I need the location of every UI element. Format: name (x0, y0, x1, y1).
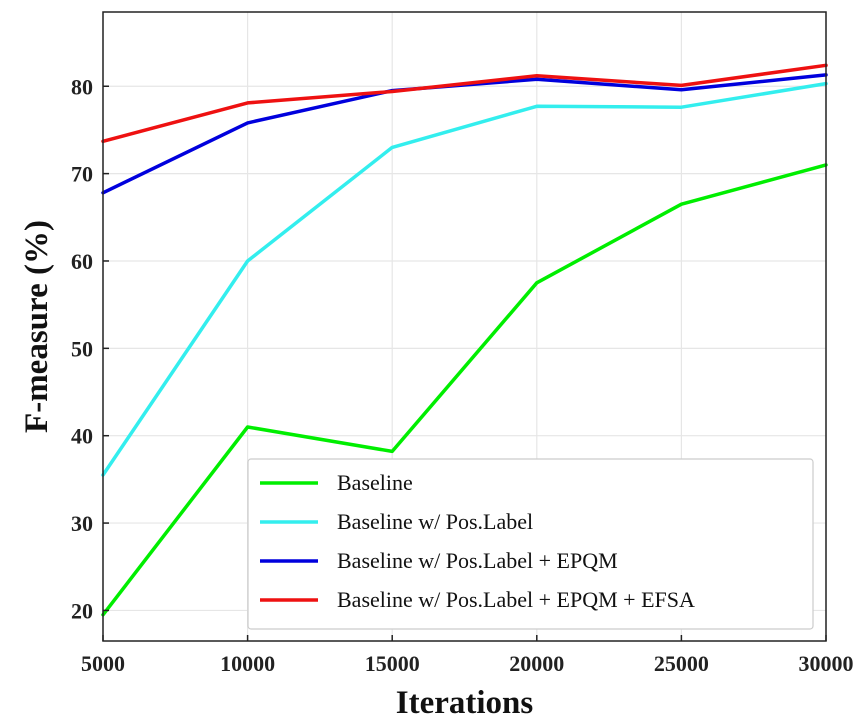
legend-label: Baseline w/ Pos.Label + EPQM + EFSA (337, 587, 695, 612)
y-tick-label: 40 (71, 424, 93, 449)
series-line-baseline-w-pos-label (101, 81, 828, 477)
legend-label: Baseline (337, 470, 413, 495)
legend: Baseline Baseline w/ Pos.Label Baseline w/… (247, 458, 814, 630)
x-tick-label: 30000 (799, 651, 854, 676)
x-tick-label: 10000 (220, 651, 275, 676)
y-tick-label: 60 (71, 249, 93, 274)
y-tick-label: 50 (71, 336, 93, 361)
x-tick-label: 25000 (654, 651, 709, 676)
legend-box (247, 458, 814, 630)
axis-ticks: 5000 10000 15000 20000 25000 30000 20 30 40 50 60 7… (71, 74, 854, 676)
series-line-baseline-w-pos-label-epqm-efsa (101, 63, 828, 144)
series-lines (101, 63, 828, 617)
legend-label: Baseline w/ Pos.Label (337, 509, 533, 534)
y-tick-label: 70 (71, 162, 93, 187)
plot-frame (102, 11, 827, 642)
x-tick-label: 15000 (365, 651, 420, 676)
x-tick-label: 20000 (509, 651, 564, 676)
x-tick-label: 5000 (81, 651, 125, 676)
series-line-baseline-w-pos-label-epqm (101, 73, 828, 195)
y-axis-label: F-measure (%) (19, 220, 55, 433)
y-tick-label: 80 (71, 74, 93, 99)
x-axis-label: Iterations (396, 685, 534, 720)
series-line-baseline (101, 163, 828, 617)
legend-label: Baseline w/ Pos.Label + EPQM (337, 548, 618, 573)
y-tick-label: 30 (71, 511, 93, 536)
y-tick-label: 20 (71, 598, 93, 623)
